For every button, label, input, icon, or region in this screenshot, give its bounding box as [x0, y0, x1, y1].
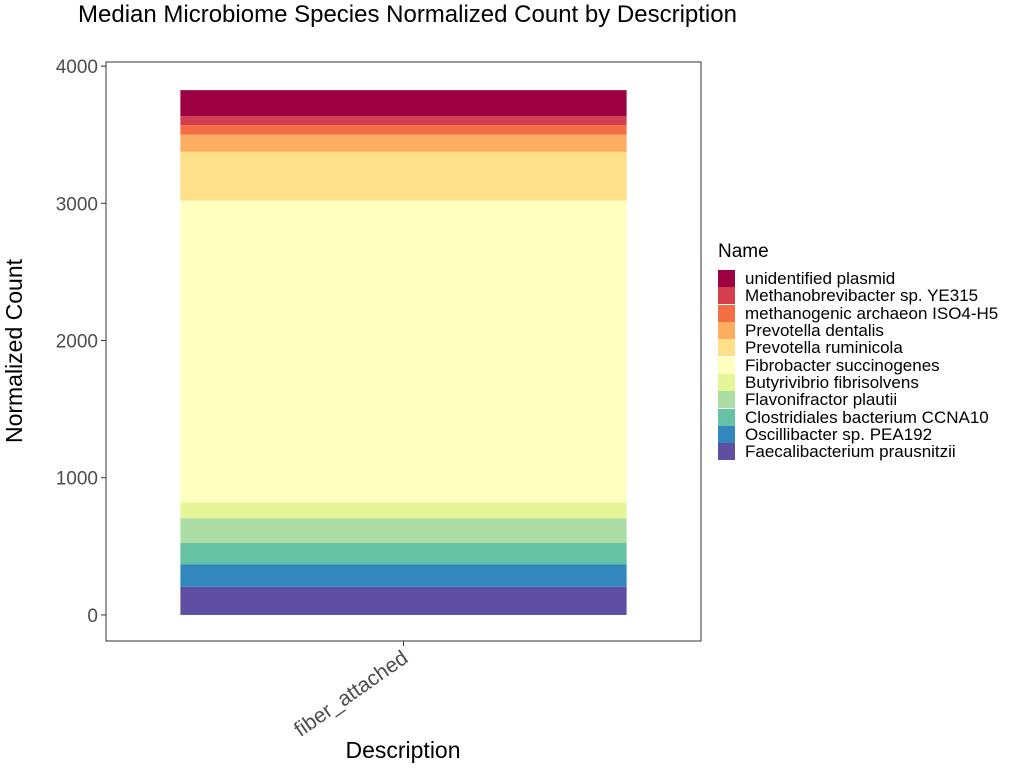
- bar-segment: [180, 200, 627, 503]
- legend-label: Flavonifractor plautii: [745, 390, 898, 410]
- legend-title: Name: [718, 241, 769, 262]
- bar-segment: [180, 542, 627, 565]
- legend-item: Faecalibacterium prausnitzii: [718, 442, 998, 462]
- bar-segment: [180, 134, 627, 152]
- legend-swatch: [718, 408, 735, 426]
- bar-segment: [180, 586, 627, 615]
- bar-segment: [180, 564, 627, 587]
- bar-segment: [180, 151, 627, 201]
- legend-swatch: [718, 356, 735, 374]
- bar-segment: [180, 502, 627, 519]
- legend-label: Fibrobacter succinogenes: [745, 355, 940, 375]
- bar-segment: [180, 518, 627, 543]
- y-axis: 0 1000 2000 3000 4000: [56, 57, 106, 627]
- legend-swatch: [718, 287, 735, 305]
- legend-item: methanogenic archaeon ISO4-H5: [718, 303, 999, 323]
- y-tick-label: 2000: [56, 332, 98, 353]
- legend-swatch: [718, 339, 735, 357]
- bar-segment: [180, 116, 627, 126]
- stacked-bars: [180, 90, 627, 615]
- legend-item: Butyrivibrio fibrisolvens: [718, 372, 998, 392]
- legend: Name unidentified plasmid Methanobrevibac…: [718, 241, 999, 462]
- legend-swatch: [718, 322, 735, 340]
- y-tick-label: 1000: [56, 469, 98, 490]
- x-axis-title: Description: [345, 737, 460, 763]
- bar-segment: [180, 90, 627, 117]
- y-tick-label: 3000: [56, 194, 98, 215]
- legend-swatch: [718, 425, 735, 443]
- legend-label: methanogenic archaeon ISO4-H5: [745, 303, 999, 323]
- x-tick-label: fiber_attached: [290, 646, 412, 741]
- legend-item: Prevotella ruminicola: [718, 338, 998, 358]
- legend-swatch: [718, 391, 735, 409]
- legend-item: Fibrobacter succinogenes: [718, 355, 998, 375]
- legend-swatch: [718, 373, 735, 391]
- legend-label: Methanobrevibacter sp. YE315: [745, 286, 979, 306]
- legend-item: Clostridiales bacterium CCNA10: [718, 407, 998, 427]
- legend-item: unidentified plasmid: [718, 269, 998, 289]
- x-axis: fiber_attached: [290, 641, 412, 741]
- legend-label: Butyrivibrio fibrisolvens: [745, 372, 919, 392]
- legend-swatch: [718, 270, 735, 288]
- legend-item: Methanobrevibacter sp. YE315: [718, 286, 998, 306]
- legend-item: Oscillibacter sp. PEA192: [718, 424, 998, 444]
- legend-label: Clostridiales bacterium CCNA10: [745, 407, 989, 427]
- legend-label: Oscillibacter sp. PEA192: [745, 424, 933, 444]
- bar-segment: [180, 125, 627, 135]
- legend-label: unidentified plasmid: [745, 269, 896, 289]
- legend-swatch: [718, 304, 735, 322]
- y-tick-label: 0: [87, 606, 98, 627]
- y-tick-label: 4000: [56, 57, 98, 78]
- y-axis-title: Normalized Count: [1, 258, 27, 443]
- legend-label: Prevotella ruminicola: [745, 338, 903, 358]
- legend-item: Prevotella dentalis: [718, 321, 998, 341]
- legend-label: Prevotella dentalis: [745, 321, 884, 341]
- chart-title: Median Microbiome Species Normalized Cou…: [78, 1, 737, 28]
- legend-items: unidentified plasmid Methanobrevibacter s…: [718, 269, 999, 462]
- legend-label: Faecalibacterium prausnitzii: [745, 442, 956, 462]
- legend-swatch: [718, 443, 735, 461]
- legend-item: Flavonifractor plautii: [718, 390, 998, 410]
